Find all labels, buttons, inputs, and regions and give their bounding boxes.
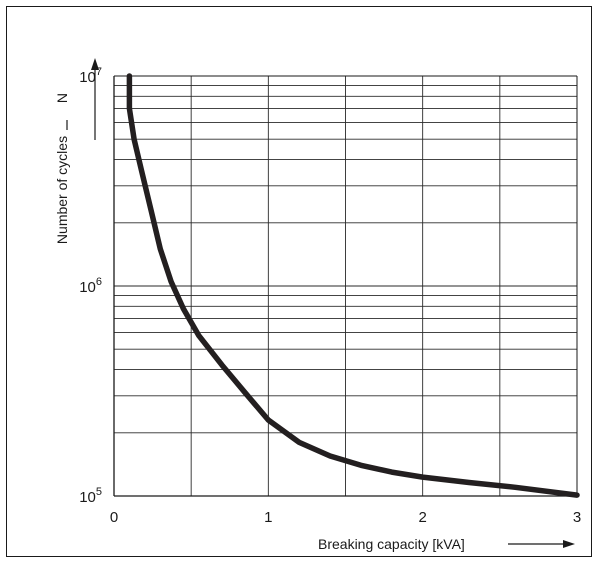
x-tick-label: 0 bbox=[110, 509, 118, 526]
x-tick-label: 1 bbox=[264, 509, 272, 526]
y-tick-label: 107 bbox=[79, 66, 102, 86]
x-axis-title: Breaking capacity [kVA] bbox=[318, 536, 465, 552]
x-tick-label: 2 bbox=[418, 509, 426, 526]
series-line bbox=[126, 73, 580, 498]
x-axis-arrowhead bbox=[563, 540, 575, 548]
y-tick-label: 105 bbox=[79, 486, 102, 506]
outer-border bbox=[6, 6, 592, 557]
plot-area bbox=[113, 73, 580, 498]
x-tick-label: 3 bbox=[573, 509, 581, 526]
axes: Number of cycles N Breaking capacity [kV… bbox=[54, 58, 581, 552]
y-axis-symbol: N bbox=[54, 93, 70, 103]
y-axis-arrowhead bbox=[91, 58, 99, 70]
y-axis-title: Number of cycles bbox=[54, 136, 70, 244]
y-tick-label: 106 bbox=[79, 276, 102, 296]
